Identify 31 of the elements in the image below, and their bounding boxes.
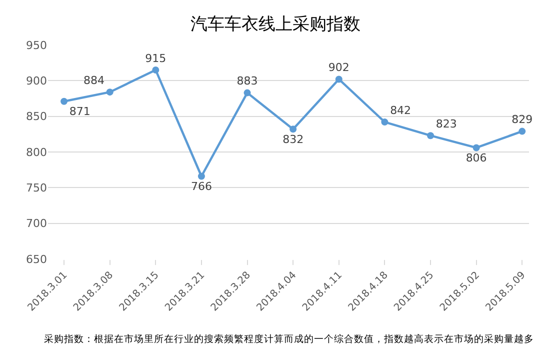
- point: [60, 98, 68, 105]
- point: [198, 172, 205, 180]
- data-label: 823: [436, 117, 457, 130]
- point: [244, 89, 251, 96]
- y-tick-label: 800: [26, 146, 47, 159]
- y-tick-label: 950: [26, 38, 47, 52]
- text: 采购指数：根据在市场里所在行业的搜索频繁程度计算而成的一个综合数值，指数越高表示在市场的采购量越多: [44, 333, 534, 345]
- point: [381, 118, 388, 126]
- y-tick-label: 700: [26, 217, 47, 230]
- point: [427, 132, 434, 140]
- data-label: 884: [83, 74, 104, 87]
- data-label: 806: [466, 151, 487, 164]
- data-label: 915: [145, 52, 166, 65]
- data-label: 832: [282, 132, 304, 146]
- data-label: 883: [236, 74, 258, 88]
- chart-title: 汽车车衣线上采购指数: [190, 14, 360, 34]
- y-tick-label: 750: [26, 182, 47, 195]
- point: [518, 128, 526, 135]
- point: [106, 88, 114, 96]
- y-tick-label: 850: [26, 110, 47, 124]
- data-label: 829: [512, 113, 533, 126]
- point: [152, 66, 160, 74]
- point: [335, 76, 342, 83]
- y-tick-label: 900: [26, 74, 47, 88]
- data-label: 842: [390, 104, 412, 117]
- point: [472, 144, 480, 152]
- y-tick-label: 650: [26, 252, 47, 266]
- data-label: 766: [190, 180, 212, 193]
- point: [290, 126, 297, 133]
- data-label: 871: [69, 104, 90, 118]
- data-label: 902: [328, 61, 350, 74]
